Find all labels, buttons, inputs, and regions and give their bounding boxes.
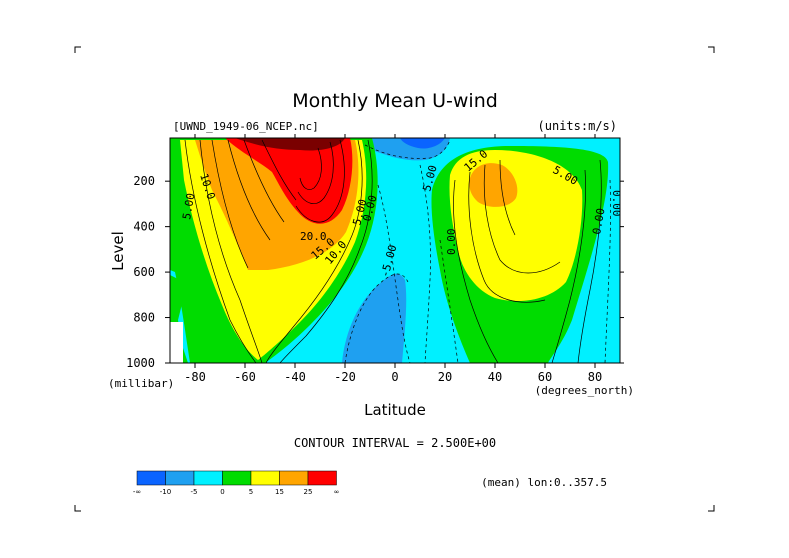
contour-fill-easterly-lower (342, 273, 407, 363)
corner-marks (74, 46, 715, 512)
colorbar-label: 15 (275, 488, 284, 496)
y-axis: 200 400 600 800 1000 (126, 174, 624, 370)
colorbar-swatch (136, 470, 166, 486)
colorbar-label: 0 (220, 488, 224, 496)
contour-lines-negative (344, 139, 611, 363)
x-tick-label: 20 (438, 370, 452, 384)
contour-label: 20.0 (300, 230, 327, 243)
colorbar-label: -∞ (133, 488, 141, 496)
y-axis-label: Level (109, 231, 127, 271)
colorbar-label: -5 (191, 488, 198, 496)
x-tick-label: 0 (391, 370, 398, 384)
units-label: (units:m/s) (538, 119, 617, 133)
x-tick-label: -80 (184, 370, 206, 384)
footer-label: (mean) lon:0..357.5 (481, 476, 607, 489)
y-tick-label: 400 (133, 220, 155, 234)
x-tick-label: -40 (284, 370, 306, 384)
colorbar-swatch (279, 470, 309, 486)
colorbar-swatch (307, 470, 337, 486)
x-tick-label: -20 (334, 370, 356, 384)
colorbar-swatch (250, 470, 280, 486)
dataset-label: [UWND_1949-06_NCEP.nc] (173, 120, 319, 133)
colorbar-swatch (222, 470, 252, 486)
colorbar-swatch (193, 470, 223, 486)
y-tick-label: 1000 (126, 356, 155, 370)
x-axis-label: Latitude (364, 401, 426, 419)
contour-label: 5.00 (180, 192, 197, 220)
terrain-mask (170, 322, 183, 363)
colorbar-label: ∞ (334, 488, 340, 496)
contour-label: 0.00 (445, 229, 458, 256)
y-units-label: (millibar) (108, 377, 174, 390)
contour-fill-nh-15 (469, 163, 518, 207)
x-tick-label: 60 (538, 370, 552, 384)
x-units-label: (degrees_north) (535, 384, 634, 397)
y-tick-label: 600 (133, 265, 155, 279)
x-tick-label: 80 (588, 370, 602, 384)
x-axis: -80 -60 -40 -20 0 20 40 60 80 (184, 134, 602, 384)
colorbar-swatch (165, 470, 195, 486)
y-tick-label: 800 (133, 311, 155, 325)
contour-fill-sh-25 (225, 138, 353, 224)
contour-label: 0.00 (590, 207, 607, 235)
colorbar: -∞ -10 -5 0 5 15 25 ∞ (133, 470, 340, 496)
contour-interval-label: CONTOUR INTERVAL = 2.500E+00 (294, 436, 496, 450)
contour-label: 0.00 (610, 190, 623, 217)
contour-plot: 10.0 5.00 20.0 15.0 10.0 5.00 0.00 -5.00… (170, 138, 623, 363)
x-tick-label: 40 (488, 370, 502, 384)
y-tick-label: 200 (133, 174, 155, 188)
x-tick-label: -60 (234, 370, 256, 384)
contour-lines (184, 139, 602, 363)
contour-fill-easterly-core (400, 138, 445, 149)
chart-title: Monthly Mean U-wind (292, 90, 498, 112)
colorbar-label: 25 (304, 488, 313, 496)
colorbar-label: -10 (160, 488, 171, 496)
colorbar-label: 5 (249, 488, 253, 496)
